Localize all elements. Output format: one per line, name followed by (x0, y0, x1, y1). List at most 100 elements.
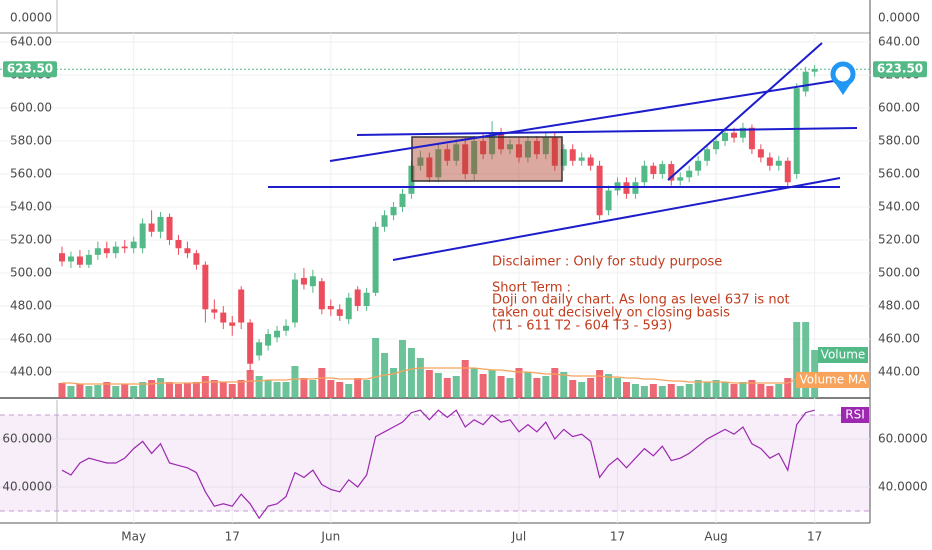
y-tick-label: 540.00 (10, 199, 52, 213)
candle-body (354, 289, 361, 306)
volume-bar (372, 338, 380, 398)
candle-body (166, 216, 173, 240)
plot-area (0, 0, 871, 524)
candle-body (480, 140, 487, 155)
candle-body (59, 253, 65, 262)
y-tick-label: 520.00 (10, 232, 52, 246)
candle-body (76, 256, 83, 265)
volume-bar (148, 380, 156, 398)
candle-body (175, 239, 182, 249)
volume-bar (58, 383, 66, 398)
y-tick-label: 60.0000 (2, 432, 52, 446)
top-pane-label: 0.0000 (878, 11, 920, 25)
candle-body (507, 144, 513, 150)
candle-body (623, 182, 630, 194)
annotation: Short Term : (492, 281, 571, 296)
candle-body (542, 137, 549, 155)
candle-body (435, 149, 442, 178)
x-tick-label: 17 (807, 530, 822, 544)
trend-line (667, 42, 823, 181)
candle-body (291, 279, 298, 323)
volume-bar (434, 373, 442, 398)
volume-bar (291, 366, 299, 398)
candle-body (336, 309, 343, 316)
volume-bar (201, 376, 209, 398)
candle-body (283, 325, 289, 331)
volume-bar (219, 382, 227, 398)
volume-bar (793, 322, 801, 398)
annotation: Doji on daily chart. As long as level 63… (492, 293, 790, 308)
annotation: (T1 - 611 T2 - 604 T3 - 593) (492, 319, 672, 334)
candle-body (157, 216, 164, 232)
y-tick-label: 580.00 (878, 133, 920, 147)
volume-bar (560, 372, 568, 398)
candle-body (748, 127, 755, 150)
volume-bar (524, 372, 532, 398)
volume-bar (748, 380, 756, 398)
annotation: Disclaimer : Only for study purpose (492, 255, 722, 270)
candle-body (471, 140, 478, 174)
candle-body (220, 312, 227, 323)
volume-bar (94, 385, 102, 398)
volume-bar (766, 386, 774, 398)
candle-body (704, 149, 711, 161)
volume-bar (407, 348, 415, 398)
y-tick-label: 560.00 (878, 166, 920, 180)
volume-bar (703, 382, 711, 398)
volume-bar (605, 374, 613, 398)
candle-body (121, 246, 128, 249)
volume-bar (363, 380, 371, 398)
volume-bar (712, 380, 720, 398)
candle-body (390, 206, 397, 216)
candle-body (372, 226, 379, 293)
y-tick-label: 600.00 (10, 100, 52, 114)
volume-bar (649, 384, 657, 398)
candle-body (524, 140, 531, 158)
candle-body (139, 223, 146, 249)
volume-bar (596, 370, 604, 398)
last-price-box (873, 61, 927, 78)
legend-box (796, 372, 870, 388)
volume-bar (85, 386, 93, 398)
candle-body (256, 342, 263, 356)
volume-ma-line (62, 367, 815, 385)
candle-body (668, 164, 675, 181)
trend-line (329, 79, 841, 162)
last-price-box (3, 61, 57, 78)
candle-body (363, 292, 370, 306)
candle-body (677, 177, 684, 181)
top-pane-label: 0.0000 (10, 11, 52, 25)
candle-body (587, 157, 594, 166)
candle-body (793, 88, 800, 174)
x-tick-label: Jul (511, 530, 526, 544)
volume-bar (497, 376, 505, 398)
volume-bar (622, 382, 630, 398)
candle-body (757, 149, 764, 158)
rsi-band (0, 415, 870, 511)
volume-bar (398, 340, 406, 398)
volume-bar (452, 376, 460, 398)
candle-body (184, 248, 191, 254)
candle-body (130, 241, 137, 249)
candle-body (103, 248, 110, 254)
candle-body (498, 132, 505, 150)
volume-bar (676, 386, 684, 398)
candle-body (327, 305, 334, 310)
y-tick-label: 60.0000 (878, 432, 928, 446)
volume-bar (192, 382, 200, 398)
labels: 0.0000 0.0000 Disclaimer : Only for stud… (2, 11, 927, 544)
candle-body (229, 322, 236, 326)
y-tick-label: 640.00 (10, 34, 52, 48)
y-tick-label: 480.00 (878, 298, 920, 312)
candle-body (489, 132, 496, 155)
volume-bar (228, 384, 236, 398)
volume-bar (157, 378, 165, 398)
volume-bar (488, 370, 496, 398)
drawings (268, 42, 858, 261)
volume-bar (640, 386, 648, 398)
volume-bar (183, 383, 191, 398)
candle-body (596, 165, 603, 216)
y-tick-label: 540.00 (878, 199, 920, 213)
